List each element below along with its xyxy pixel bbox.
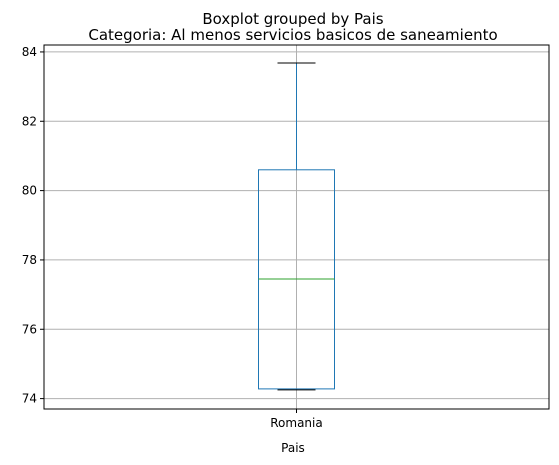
y-tick-label-4: 82 (22, 114, 37, 128)
y-tick-label-5: 84 (22, 45, 37, 59)
chart-title: Categoria: Al menos servicios basicos de… (88, 26, 497, 44)
y-tick-label-1: 76 (22, 322, 37, 336)
axis-layer: 74 76 78 80 82 84 Romania (22, 45, 323, 430)
box-layer (258, 62, 335, 391)
y-tick-label-0: 74 (22, 392, 37, 406)
x-tick-label-0: Romania (270, 416, 322, 430)
y-tick-label-3: 80 (22, 184, 37, 198)
plot-frame (43, 44, 550, 410)
chart-suptitle: Boxplot grouped by Pais (202, 10, 383, 28)
x-axis-label: Pais (281, 441, 305, 455)
y-tick-label-2: 78 (22, 253, 37, 267)
